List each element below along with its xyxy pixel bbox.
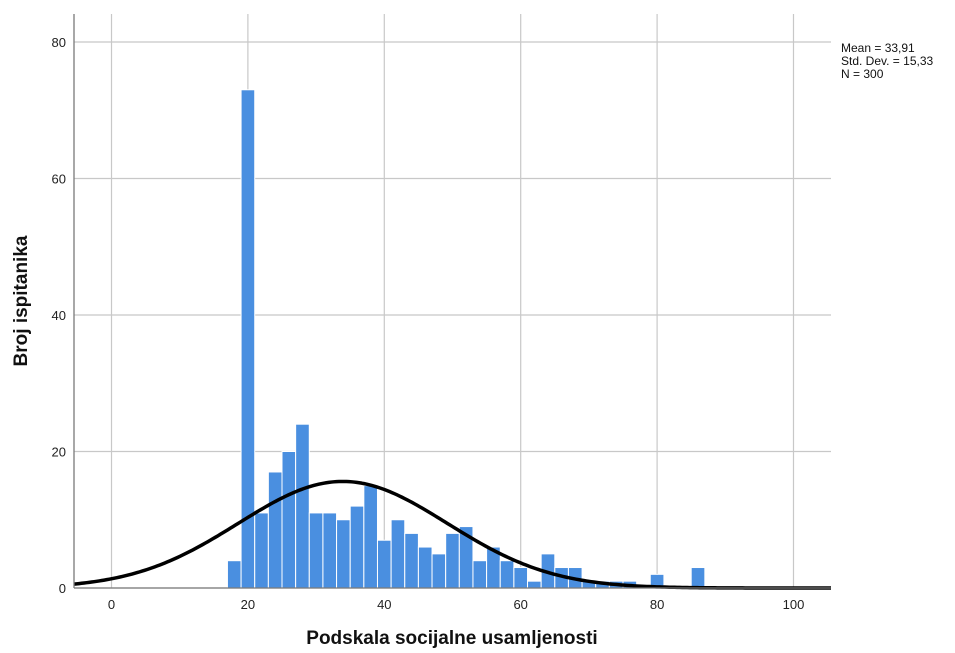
stat-std-dev: Std. Dev. = 15,33	[841, 54, 933, 68]
histogram-bar	[527, 580, 542, 589]
histogram-bar	[513, 567, 529, 589]
x-tick-label: 60	[513, 597, 527, 612]
histogram-bar	[499, 560, 515, 589]
histogram-bar	[431, 553, 447, 589]
histogram-bar	[308, 512, 324, 589]
histogram-bar	[336, 519, 351, 589]
x-tick-label: 100	[783, 597, 805, 612]
histogram-bar	[445, 532, 460, 589]
histogram-bar	[267, 471, 283, 589]
histogram-bar	[376, 539, 392, 589]
x-tick-label: 80	[650, 597, 664, 612]
y-tick-label: 40	[52, 308, 66, 323]
y-tick-label: 0	[59, 581, 66, 596]
x-tick-label: 40	[377, 597, 391, 612]
x-tick-label: 0	[108, 597, 115, 612]
histogram-bar	[472, 560, 488, 589]
histogram-bar	[226, 560, 242, 589]
histogram-bars	[226, 89, 706, 589]
histogram-bar	[281, 451, 297, 589]
x-tick-labels: 0 20 40 60 80 100	[108, 597, 804, 612]
grid-lines	[74, 14, 831, 589]
histogram-bar	[254, 512, 269, 589]
y-tick-label: 60	[52, 172, 66, 187]
histogram-bar	[417, 546, 433, 589]
histogram-bar	[690, 567, 706, 589]
histogram-bar	[322, 512, 338, 589]
histogram-bar	[349, 505, 365, 589]
histogram-bar	[404, 532, 419, 589]
histogram-bar	[295, 423, 310, 589]
stat-n: N = 300	[841, 67, 884, 81]
histogram-bar	[363, 485, 378, 589]
y-axis-title: Broj ispitanika	[11, 235, 32, 366]
stats-box: Mean = 33,91 Std. Dev. = 15,33 N = 300	[841, 41, 933, 81]
x-axis-title: Podskala socijalne usamljenosti	[306, 628, 597, 649]
axes	[73, 14, 831, 589]
y-tick-label: 20	[52, 445, 66, 460]
histogram-bar	[390, 519, 406, 589]
stat-mean: Mean = 33,91	[841, 41, 915, 55]
y-tick-label: 80	[52, 35, 66, 50]
y-tick-labels: 0 20 40 60 80	[52, 35, 66, 596]
x-tick-label: 20	[241, 597, 255, 612]
